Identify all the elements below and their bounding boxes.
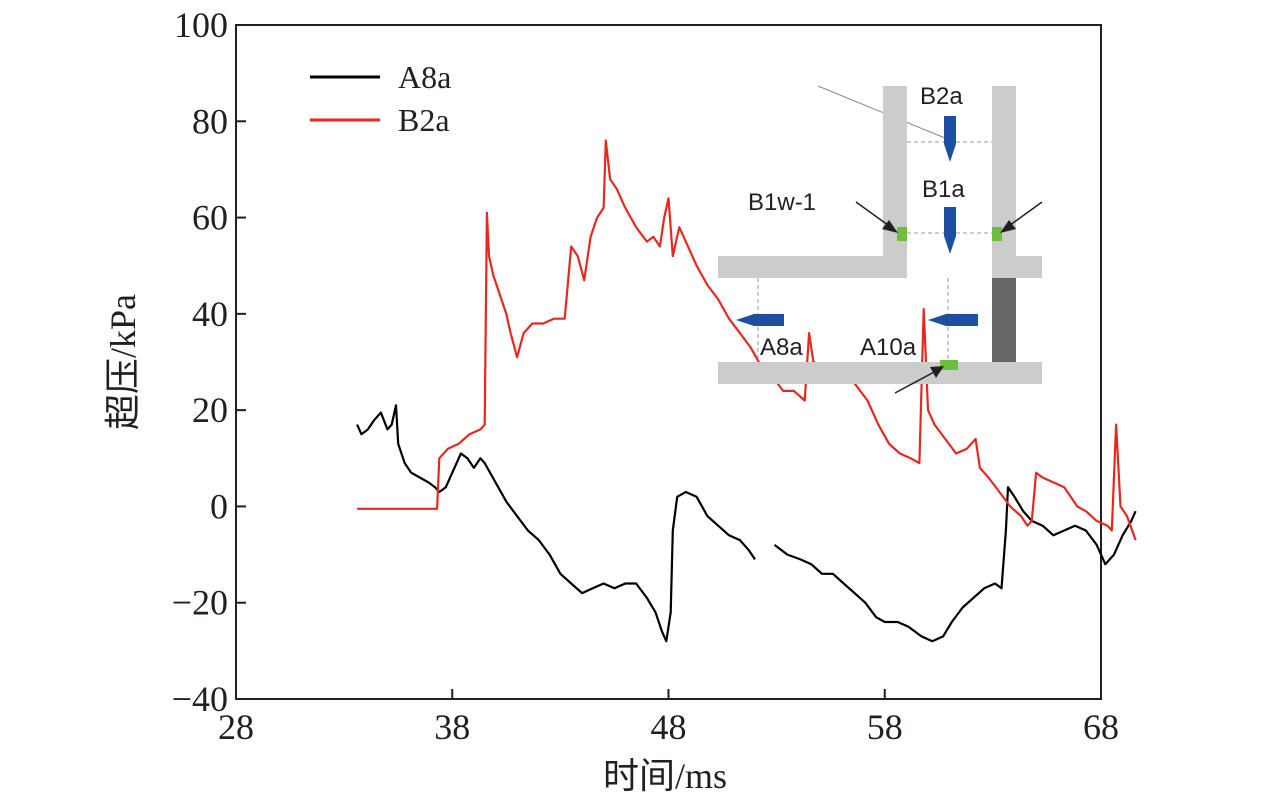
inset-wall-upper-horizontal [718,256,907,278]
inset-leader-line [817,85,946,139]
inset-mark-b1w1-right [992,227,1002,241]
inset-wall-right-stub [992,256,1042,278]
y-axis-label: 超压/kPa [103,294,143,430]
x-tick-label: 38 [434,707,470,747]
inset-sensor-a8a [736,314,784,326]
inset-arrow-a10a [894,366,944,394]
y-tick-label: 40 [192,294,228,334]
inset-label-a10a: A10a [860,334,917,361]
inset-label-b1a: B1a [922,176,965,203]
series-line-a8a [356,404,756,643]
inset-arrow-b1w1-left [855,201,898,233]
series-line-b2a [357,139,1137,541]
inset-label-b1w1: B1w-1 [748,189,816,216]
x-tick-label: 48 [651,707,687,747]
inset-sensor-b2a [944,116,956,162]
y-tick-label: −40 [172,679,228,719]
inset-arrow-b1w1-right [1000,201,1043,233]
inset-label-a8a: A8a [760,334,803,361]
x-axis-label: 时间/ms [603,756,727,796]
y-tick-label: 80 [192,101,228,141]
legend-label-b2a: B2a [398,102,450,138]
y-tick-label: 0 [210,486,228,526]
x-tick-label: 68 [1083,707,1119,747]
y-tick-label: 20 [192,390,228,430]
inset-sensor-b1a [944,207,956,254]
y-tick-label: 60 [192,198,228,238]
inset-label-b2a: B2a [920,83,963,110]
series-layer [356,139,1137,643]
inset-mark-a10a [940,360,958,370]
inset-dark-block [992,278,1016,362]
y-tick-label: 100 [174,5,228,45]
inset-wall-right-vertical [992,86,1016,278]
inset-schematic: B2a B1a B1w-1 A8a A10a [718,83,1043,394]
inset-wall-lower-horizontal [718,362,1042,384]
x-tick-label: 58 [867,707,903,747]
legend: A8a B2a [310,59,451,138]
series-line-a8a [773,486,1137,643]
x-tick-label: 28 [218,707,254,747]
inset-sensor-a10a [928,314,978,326]
inset-mark-b1w1-left [897,227,907,241]
y-tick-label: −20 [172,583,228,623]
x-axis-ticks: 28 38 48 58 68 [218,689,1119,747]
y-axis-ticks: −40 −20 0 20 40 60 80 100 [172,5,246,719]
legend-label-a8a: A8a [398,59,451,95]
